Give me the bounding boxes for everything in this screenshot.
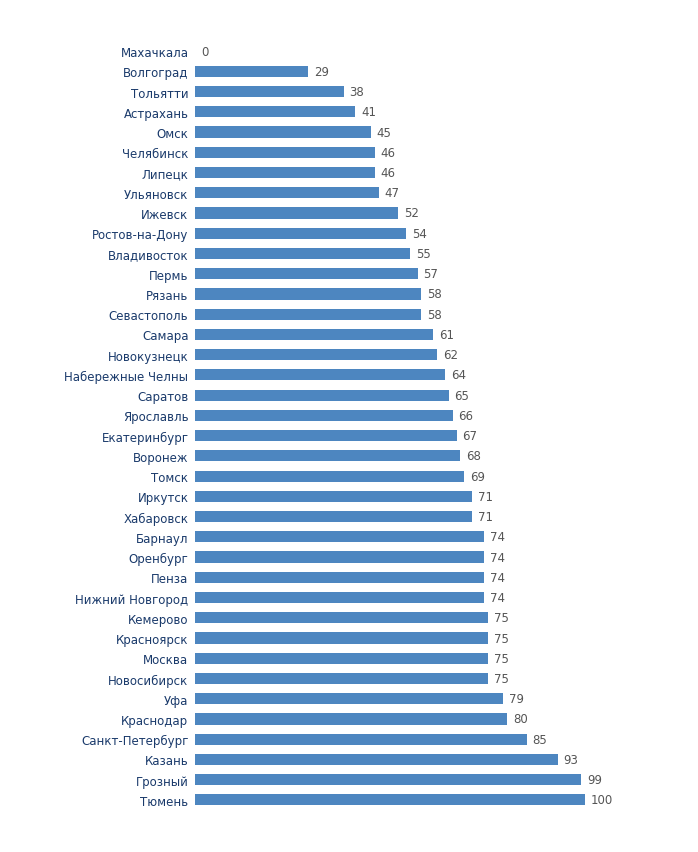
Bar [195, 532, 484, 543]
Bar [195, 147, 375, 158]
Bar [195, 370, 445, 381]
Text: 65: 65 [454, 389, 470, 402]
Text: 54: 54 [412, 227, 426, 240]
Bar [195, 714, 507, 725]
Text: 99: 99 [587, 774, 602, 786]
Bar [195, 774, 581, 786]
Bar [195, 794, 585, 805]
Bar [195, 492, 472, 503]
Bar [195, 349, 437, 360]
Text: 29: 29 [314, 66, 329, 78]
Text: 45: 45 [377, 126, 392, 140]
Bar [195, 754, 558, 765]
Text: 69: 69 [470, 470, 485, 483]
Text: 41: 41 [361, 106, 376, 119]
Text: 64: 64 [451, 369, 466, 382]
Bar [195, 694, 503, 705]
Text: 100: 100 [591, 793, 614, 807]
Text: 46: 46 [380, 167, 396, 180]
Bar [195, 66, 309, 78]
Text: 75: 75 [493, 612, 508, 625]
Bar [195, 269, 417, 280]
Text: 61: 61 [439, 329, 454, 342]
Text: 71: 71 [478, 510, 493, 523]
Text: 79: 79 [509, 693, 524, 705]
Bar [195, 309, 422, 320]
Text: 74: 74 [490, 571, 505, 584]
Bar [195, 188, 378, 199]
Text: 47: 47 [385, 187, 399, 200]
Text: 55: 55 [415, 248, 431, 261]
Text: 62: 62 [443, 348, 458, 362]
Bar [195, 330, 433, 341]
Text: 75: 75 [493, 632, 508, 645]
Text: 0: 0 [201, 45, 209, 59]
Text: 66: 66 [459, 410, 473, 423]
Bar [195, 289, 422, 300]
Text: 75: 75 [493, 652, 508, 665]
Bar [195, 390, 449, 401]
Bar [195, 451, 461, 462]
Bar [195, 572, 484, 583]
Text: 75: 75 [493, 672, 508, 685]
Bar [195, 228, 406, 239]
Bar [195, 168, 375, 179]
Bar [195, 552, 484, 563]
Bar [195, 249, 410, 260]
Bar [195, 107, 355, 118]
Text: 80: 80 [513, 712, 528, 726]
Bar [195, 127, 371, 138]
Bar [195, 734, 527, 745]
Text: 52: 52 [404, 207, 419, 220]
Text: 71: 71 [478, 490, 493, 504]
Bar [195, 653, 488, 664]
Text: 46: 46 [380, 147, 396, 159]
Bar [195, 511, 472, 522]
Text: 74: 74 [490, 591, 505, 604]
Text: 57: 57 [424, 268, 438, 281]
Bar [195, 411, 452, 422]
Text: 58: 58 [427, 308, 442, 321]
Text: 67: 67 [462, 429, 477, 442]
Bar [195, 471, 464, 482]
Bar [195, 430, 456, 441]
Text: 68: 68 [466, 450, 481, 463]
Text: 74: 74 [490, 531, 505, 544]
Text: 74: 74 [490, 551, 505, 564]
Text: 93: 93 [564, 753, 579, 766]
Bar [195, 613, 488, 624]
Bar [195, 633, 488, 644]
Bar [195, 87, 343, 98]
Text: 58: 58 [427, 288, 442, 301]
Bar [195, 592, 484, 603]
Bar [195, 208, 398, 219]
Bar [195, 673, 488, 684]
Text: 38: 38 [350, 86, 364, 99]
Text: 85: 85 [533, 733, 547, 746]
